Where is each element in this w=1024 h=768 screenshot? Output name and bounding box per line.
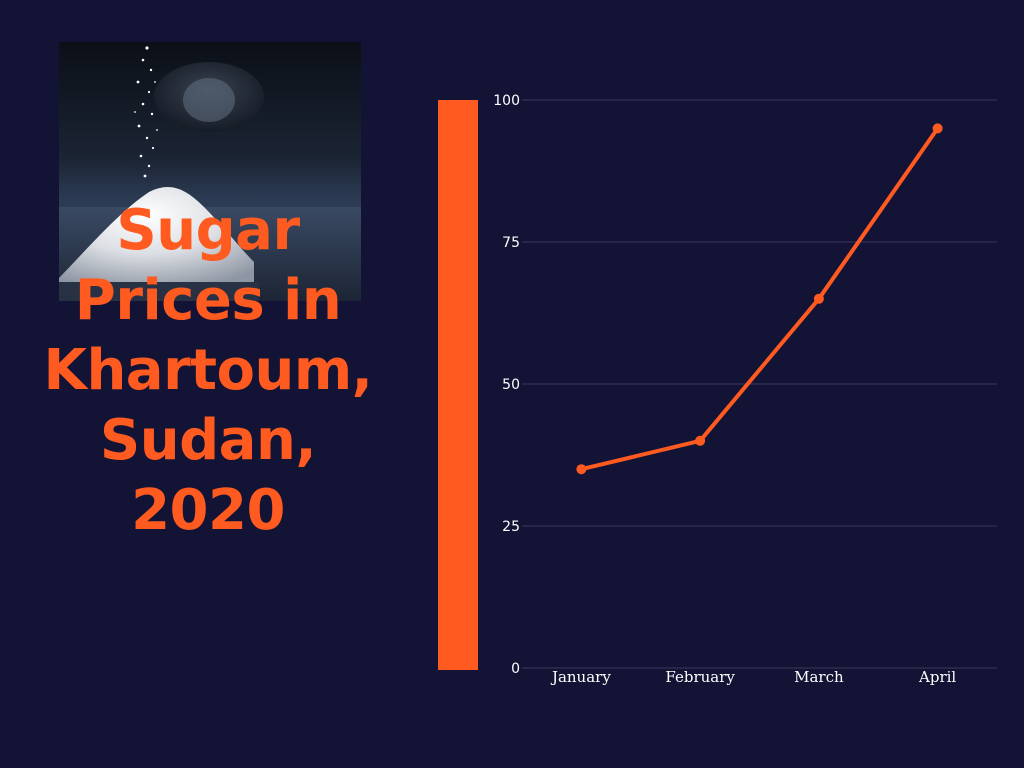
y-tick-label: 0 — [511, 661, 520, 677]
y-tick-label: 50 — [502, 377, 520, 393]
data-point — [813, 293, 824, 304]
y-tick-label: 25 — [502, 519, 520, 535]
sugar-pile-icon — [59, 42, 361, 301]
title-line: 2020 — [131, 478, 285, 543]
data-point — [695, 435, 706, 446]
sugar-photo — [59, 42, 361, 301]
title-line: Sugar — [116, 198, 300, 263]
page-title: Sugar Prices in Khartoum, Sudan, 2020 — [8, 196, 408, 546]
series-line — [579, 126, 940, 472]
x-tick-label: January — [550, 668, 611, 686]
data-point — [576, 464, 587, 475]
y-tick-label: 75 — [502, 235, 520, 251]
title-line: Khartoum, — [43, 338, 373, 403]
title-line: Sudan, — [99, 408, 317, 473]
title-line: Prices in — [74, 268, 342, 333]
data-point — [932, 123, 943, 134]
x-tick-label: February — [665, 668, 735, 686]
x-tick-label: April — [918, 668, 956, 686]
accent-bar — [438, 100, 478, 670]
x-tick-label: March — [794, 668, 844, 686]
y-tick-label: 100 — [493, 93, 520, 109]
